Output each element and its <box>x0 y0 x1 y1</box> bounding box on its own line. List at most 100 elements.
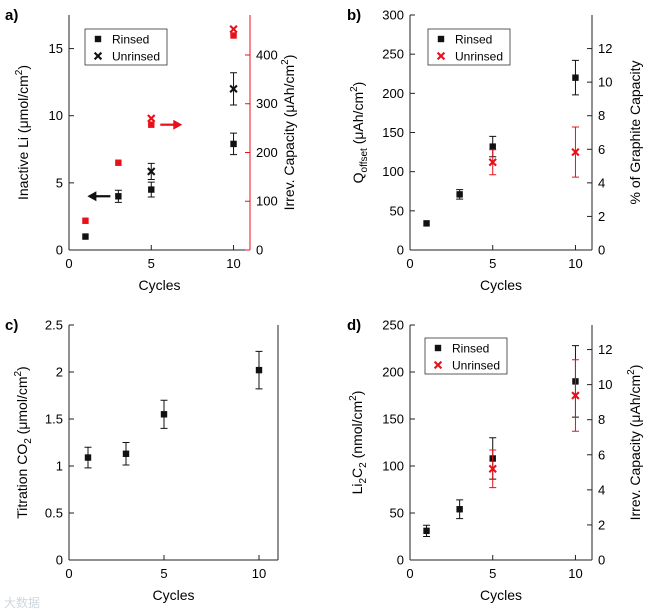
data-point <box>488 158 497 167</box>
x-tick-label: 10 <box>568 566 582 581</box>
data-point <box>229 24 238 34</box>
data-point <box>148 121 155 128</box>
chart-panel-c: c) 0 5 10 Cycles 0 0.5 1 1.5 2 2.5 Titration CO2 (μ… <box>5 317 279 603</box>
chart-panel-a: a) 0 5 10 Cycles 0 5 10 15 Inactive Li (μmol/cm2)… <box>5 7 297 293</box>
x-tick-label: 10 <box>226 256 240 271</box>
y-tick-label: 150 <box>382 412 404 427</box>
y-right-tick-label: 12 <box>598 342 612 357</box>
y-right-tick-label: 400 <box>256 47 278 62</box>
data-point <box>122 450 130 457</box>
legend-label: Rinsed <box>452 342 489 356</box>
data-point <box>423 220 430 227</box>
y-right-tick-label: 4 <box>598 482 605 497</box>
data-point <box>84 454 92 461</box>
legend-marker <box>93 51 103 61</box>
data-point <box>82 233 89 240</box>
y-right-tick-label: 8 <box>598 412 605 427</box>
y-right-tick-label: 4 <box>598 175 605 190</box>
y-right-tick-label: 200 <box>256 145 278 160</box>
y-right-tick-label: 0 <box>598 243 605 258</box>
data-point <box>230 140 237 148</box>
y-axis-title: Li2C2 (nmol/cm2) <box>348 391 369 495</box>
y-axis-title: Inactive Li (μmol/cm2) <box>14 65 31 200</box>
y-right-tick-label: 6 <box>598 447 605 462</box>
x-axis-title: Cycles <box>480 587 522 603</box>
y-right-tick-label: 10 <box>598 377 612 392</box>
data-point <box>571 147 580 157</box>
data-point <box>82 217 89 224</box>
y-right-tick-label: 0 <box>256 243 263 258</box>
legend-marker <box>437 35 445 43</box>
y-tick-label: 2.5 <box>45 318 63 333</box>
panel-label: d) <box>347 317 361 334</box>
x-axis-title: Cycles <box>480 277 522 293</box>
y-tick-label: 15 <box>49 41 63 56</box>
x-axis-title: Cycles <box>138 277 180 293</box>
data-point <box>115 159 122 166</box>
arrow-right-head <box>173 119 183 130</box>
y-tick-label: 1.5 <box>45 412 63 427</box>
data-point <box>255 366 263 374</box>
legend-marker <box>94 35 102 43</box>
y-right-tick-label: 2 <box>598 209 605 224</box>
y-tick-label: 1 <box>56 459 63 474</box>
legend-label: Unrinsed <box>452 359 500 373</box>
x-tick-label: 10 <box>252 566 266 581</box>
data-point <box>229 84 238 93</box>
data-point <box>160 411 168 418</box>
legend-marker <box>436 51 446 61</box>
y-tick-label: 5 <box>56 175 63 190</box>
x-tick-label: 0 <box>406 566 413 581</box>
legend-box <box>84 28 168 66</box>
y-tick-label: 2 <box>56 365 63 380</box>
x-axis-title: Cycles <box>152 587 194 603</box>
y-tick-label: 50 <box>390 506 404 521</box>
x-tick-label: 0 <box>65 256 72 271</box>
panel-label: a) <box>5 7 18 24</box>
y-tick-label: 200 <box>382 365 404 380</box>
arrow-left-head <box>87 191 97 202</box>
data-point <box>423 527 430 535</box>
data-point <box>148 186 155 193</box>
y-tick-label: 0.5 <box>45 506 63 521</box>
legend-box <box>427 28 511 66</box>
data-point <box>230 32 237 39</box>
y-tick-label: 300 <box>382 8 404 23</box>
y-tick-label: 150 <box>382 125 404 140</box>
y-right-tick-label: 6 <box>598 142 605 157</box>
legend-marker <box>433 360 443 370</box>
data-point <box>147 167 156 176</box>
data-point <box>456 506 463 513</box>
legend-label: Rinsed <box>455 33 492 47</box>
y-tick-label: 0 <box>56 243 63 258</box>
x-tick-label: 5 <box>160 566 167 581</box>
y-tick-label: 50 <box>390 203 404 218</box>
y-axis-title: Qoffset (μAh/cm2) <box>349 82 370 184</box>
data-point <box>147 114 156 123</box>
x-tick-label: 5 <box>148 256 155 271</box>
y-right-tick-label: 300 <box>256 96 278 111</box>
x-tick-label: 5 <box>489 566 496 581</box>
y-tick-label: 100 <box>382 459 404 474</box>
y-tick-label: 10 <box>49 108 63 123</box>
y-right-tick-label: 0 <box>598 553 605 568</box>
legend-label: Unrinsed <box>455 50 503 64</box>
legend-marker <box>434 344 442 352</box>
y-tick-label: 200 <box>382 86 404 101</box>
y-axis-title-right: % of Graphite Capacity <box>627 61 643 205</box>
panel-label: c) <box>5 317 18 334</box>
y-tick-label: 0 <box>56 553 63 568</box>
legend-box <box>424 337 508 375</box>
y-axis-title-right: Irrev. Capacity (μAh/cm2) <box>626 365 643 521</box>
legend-label: Rinsed <box>112 33 149 47</box>
y-tick-label: 0 <box>397 553 404 568</box>
data-point <box>456 191 463 198</box>
y-right-tick-label: 2 <box>598 517 605 532</box>
y-right-tick-label: 12 <box>598 41 612 56</box>
y-tick-label: 0 <box>397 243 404 258</box>
data-point <box>115 193 122 200</box>
legend-label: Unrinsed <box>112 50 160 64</box>
